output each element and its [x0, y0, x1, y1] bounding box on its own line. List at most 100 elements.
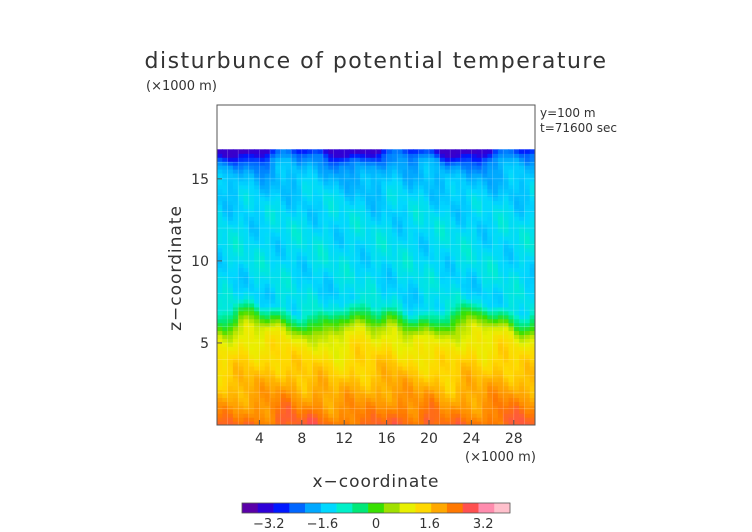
field-cell	[301, 413, 308, 418]
field-cell	[349, 204, 356, 209]
field-cell	[418, 235, 425, 241]
field-cell	[460, 287, 467, 292]
field-cell	[466, 369, 472, 375]
field-cell	[497, 161, 504, 166]
field-cell	[466, 251, 472, 257]
field-cell	[227, 283, 234, 288]
field-cell	[439, 212, 446, 217]
field-cell	[275, 228, 282, 233]
field-cell	[413, 385, 419, 391]
field-cell	[397, 267, 404, 272]
field-cell	[275, 188, 282, 194]
field-cell	[376, 161, 382, 166]
field-cell	[466, 192, 472, 198]
field-cell	[328, 306, 335, 312]
field-cell	[413, 271, 419, 276]
field-cell	[444, 318, 451, 324]
field-cell	[338, 401, 345, 406]
field-cell	[360, 283, 366, 288]
field-cell	[450, 224, 457, 229]
plot-frame	[216, 104, 536, 426]
field-cell	[444, 180, 451, 186]
field-cell	[222, 302, 229, 308]
field-cell	[455, 176, 462, 182]
field-cell	[407, 232, 414, 237]
field-cell	[450, 180, 457, 186]
field-cell	[397, 247, 404, 253]
field-cell	[423, 157, 430, 162]
field-cell	[317, 247, 324, 253]
field-cell	[232, 188, 239, 194]
field-cell	[376, 354, 382, 359]
field-cell	[307, 330, 313, 336]
field-cell	[381, 208, 388, 213]
field-cell	[328, 192, 335, 198]
field-cell	[497, 381, 504, 387]
field-cell	[513, 263, 520, 269]
field-cell	[402, 397, 409, 402]
field-cell	[296, 302, 303, 308]
field-cell	[254, 310, 260, 316]
field-cell	[407, 208, 414, 213]
field-cell	[349, 279, 356, 284]
field-cell	[402, 255, 409, 261]
field-cell	[238, 421, 245, 425]
field-cell	[291, 302, 298, 308]
field-cell	[492, 381, 499, 387]
field-cell	[407, 220, 414, 225]
field-cell	[291, 263, 298, 269]
field-cell	[222, 326, 229, 332]
field-cell	[492, 172, 499, 178]
field-cell	[487, 310, 494, 316]
field-cell	[381, 385, 388, 391]
field-cell	[270, 409, 276, 414]
field-cell	[460, 322, 467, 328]
field-cell	[423, 188, 430, 194]
field-cell	[487, 200, 494, 206]
field-cell	[243, 204, 250, 209]
field-cell	[301, 169, 308, 174]
field-cell	[317, 361, 324, 367]
field-cell	[227, 228, 234, 233]
field-cell	[248, 405, 255, 410]
field-cell	[439, 259, 446, 265]
field-cell	[301, 373, 308, 379]
field-cell	[397, 184, 404, 190]
field-cell	[423, 192, 430, 198]
field-cell	[386, 259, 393, 265]
field-cell	[291, 338, 298, 343]
field-cell	[492, 196, 499, 202]
field-cell	[423, 287, 430, 292]
field-cell	[323, 243, 329, 249]
field-cell	[338, 361, 345, 367]
field-cell	[238, 255, 245, 261]
field-cell	[217, 275, 223, 280]
field-cell	[450, 373, 457, 379]
field-cell	[243, 334, 250, 339]
field-cell	[370, 204, 377, 209]
field-cell	[238, 322, 245, 328]
field-cell	[323, 196, 329, 202]
field-cell	[227, 204, 234, 209]
field-cell	[291, 306, 298, 312]
field-cell	[301, 342, 308, 347]
field-cell	[222, 318, 229, 324]
field-cell	[376, 346, 382, 351]
field-cell	[381, 275, 388, 280]
field-cell	[296, 330, 303, 336]
field-cell	[492, 239, 499, 245]
field-cell	[354, 192, 361, 198]
field-cell	[444, 235, 451, 241]
field-cell	[455, 389, 462, 395]
field-cell	[243, 267, 250, 272]
field-cell	[513, 417, 520, 422]
field-cell	[482, 259, 488, 265]
field-cell	[376, 188, 382, 194]
field-cell	[476, 228, 483, 233]
field-cell	[248, 157, 255, 162]
field-cell	[243, 393, 250, 399]
field-cell	[476, 342, 483, 347]
field-cell	[429, 279, 435, 284]
field-cell	[264, 397, 271, 402]
field-cell	[376, 409, 382, 414]
